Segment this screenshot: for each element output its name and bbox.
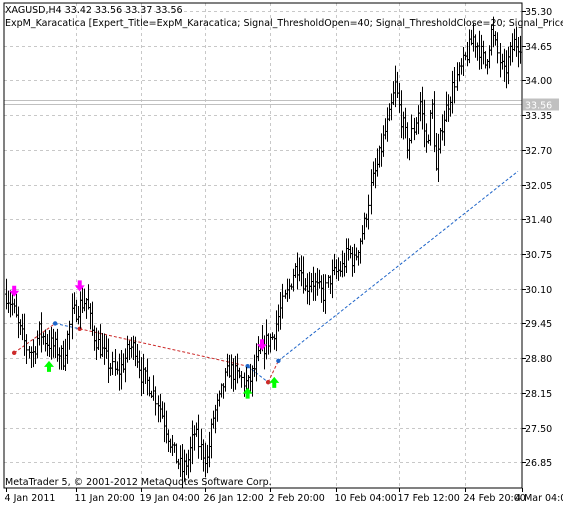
y-tick-label: 29.45 (525, 319, 552, 330)
time-axis[interactable]: 4 Jan 2011 11 Jan 20:00 19 Jan 04:00 26 Jan… (5, 488, 563, 504)
symbol-info-line: XAGUSD,H4 33.42 33.56 33.37 33.56 (5, 5, 183, 16)
current-price-tag: 33.56 (523, 99, 559, 112)
x-tick-label: 26 Jan 12:00 (204, 493, 264, 504)
deal-line (55, 323, 80, 328)
y-tick-label: 31.40 (525, 215, 552, 226)
deal-marker (266, 380, 270, 384)
y-tick-label: 32.05 (525, 181, 552, 192)
plot-frame (4, 3, 522, 488)
deal-marker (276, 359, 280, 363)
x-tick-label: 10 Feb 04:00 (335, 493, 397, 504)
y-tick-label: 27.50 (525, 424, 552, 435)
y-tick-label: 30.75 (525, 250, 552, 261)
x-tick-label: 4 Jan 2011 (5, 493, 56, 504)
y-tick-label: 30.10 (525, 285, 552, 296)
x-tick-label: 4 Mar 04:00 (515, 493, 563, 504)
price-bars (5, 17, 522, 488)
grid (4, 3, 522, 488)
buy-arrow-icon (44, 361, 54, 372)
y-tick-label: 26.85 (525, 458, 552, 469)
y-tick-label: 34.65 (525, 42, 552, 53)
x-tick-label: 19 Jan 04:00 (140, 493, 200, 504)
current-price-label: 33.56 (525, 101, 552, 112)
price-axis[interactable]: 35.30 34.65 34.00 33.35 32.70 32.05 31.40 30.75… (522, 7, 552, 469)
deal-marker (78, 327, 82, 331)
deal-line (278, 171, 518, 361)
buy-arrow-icon (269, 377, 279, 388)
deal-marker (12, 351, 16, 355)
y-tick-label: 35.30 (525, 7, 552, 18)
x-tick-label: 11 Jan 20:00 (75, 493, 135, 504)
y-tick-label: 34.00 (525, 76, 552, 87)
expert-info-line: ExpM_Karacatica [Expert_Title=ExpM_Karac… (5, 18, 563, 29)
y-tick-label: 28.15 (525, 389, 552, 400)
y-tick-label: 28.80 (525, 354, 552, 365)
deal-marker (53, 321, 57, 325)
y-tick-label: 32.70 (525, 146, 552, 157)
x-tick-label: 17 Feb 12:00 (398, 493, 460, 504)
copyright-text: MetaTrader 5, © 2001-2012 MetaQuotes Sof… (5, 477, 272, 488)
y-tick-label: 33.35 (525, 111, 552, 122)
x-tick-label: 2 Feb 20:00 (269, 493, 325, 504)
